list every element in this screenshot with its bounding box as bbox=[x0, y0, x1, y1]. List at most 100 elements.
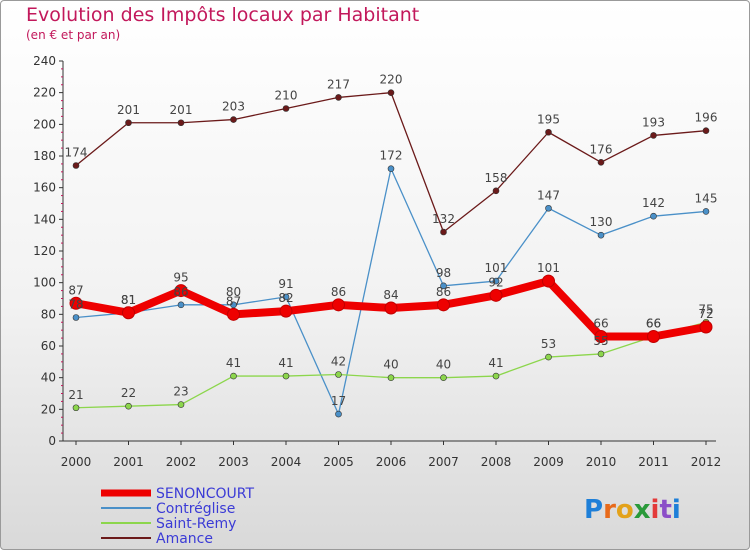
data-label-saint-remy: 42 bbox=[331, 355, 346, 369]
data-point-amance bbox=[492, 187, 500, 195]
data-point-amance bbox=[282, 105, 290, 112]
x-tick-label: 2007 bbox=[428, 455, 459, 469]
data-label-senoncourt: 86 bbox=[331, 285, 346, 299]
data-point-contreglise bbox=[440, 282, 447, 290]
data-point-contreglise bbox=[597, 231, 605, 239]
data-point-saint-remy bbox=[440, 374, 447, 381]
data-point-saint-remy bbox=[492, 372, 500, 380]
x-tick-label: 2010 bbox=[586, 455, 617, 469]
chart-title: Evolution des Impôts locaux par Habitant bbox=[26, 4, 420, 26]
data-label-saint-remy: 41 bbox=[488, 356, 503, 370]
data-point-contreglise bbox=[545, 204, 552, 212]
data-point-amance bbox=[177, 119, 185, 127]
data-label-senoncourt: 72 bbox=[698, 307, 713, 321]
data-point-amance bbox=[387, 89, 395, 96]
data-point-saint-remy bbox=[387, 374, 395, 381]
data-label-contreglise: 91 bbox=[278, 277, 293, 291]
x-tick-label: 2001 bbox=[113, 455, 144, 469]
data-label-saint-remy: 75 bbox=[698, 302, 713, 316]
y-tick-label: 20 bbox=[41, 402, 56, 416]
data-point-saint-remy bbox=[282, 372, 290, 380]
y-tick-label: 240 bbox=[33, 54, 56, 68]
data-label-senoncourt: 95 bbox=[173, 271, 188, 285]
legend-label-contreglise: Contréglise bbox=[156, 501, 235, 517]
legend-label-senoncourt: SENONCOURT bbox=[156, 486, 254, 502]
data-point-senoncourt bbox=[69, 296, 83, 310]
data-label-senoncourt: 81 bbox=[121, 293, 136, 307]
legend-label-saint-remy: Saint-Remy bbox=[156, 516, 236, 532]
x-tick-label: 2003 bbox=[218, 455, 249, 469]
x-tick-label: 2008 bbox=[481, 455, 512, 469]
x-tick-label: 2009 bbox=[533, 455, 564, 469]
data-label-contreglise: 86 bbox=[173, 285, 188, 299]
data-label-amance: 220 bbox=[380, 73, 403, 87]
data-label-contreglise: 101 bbox=[485, 261, 508, 275]
data-point-senoncourt bbox=[594, 330, 608, 343]
data-label-saint-remy: 23 bbox=[173, 385, 188, 399]
x-tick-label: 2011 bbox=[638, 455, 669, 469]
data-point-contreglise bbox=[335, 410, 342, 418]
data-label-contreglise: 81 bbox=[121, 293, 136, 307]
data-label-amance: 196 bbox=[695, 111, 718, 125]
data-label-amance: 132 bbox=[432, 212, 455, 226]
data-point-contreglise bbox=[282, 293, 290, 301]
data-point-saint-remy bbox=[597, 350, 605, 358]
data-label-senoncourt: 66 bbox=[593, 317, 608, 331]
data-point-contreglise bbox=[72, 314, 80, 321]
y-tick-label: 120 bbox=[33, 244, 56, 258]
data-label-amance: 158 bbox=[485, 171, 508, 185]
y-tick-label: 60 bbox=[41, 339, 56, 353]
data-label-contreglise: 142 bbox=[642, 196, 665, 210]
data-point-saint-remy bbox=[125, 402, 132, 410]
data-point-amance bbox=[125, 119, 132, 127]
data-label-contreglise: 147 bbox=[537, 188, 560, 202]
data-label-amance: 201 bbox=[170, 103, 193, 117]
data-point-senoncourt bbox=[122, 306, 135, 320]
data-label-senoncourt: 66 bbox=[646, 317, 661, 331]
data-label-contreglise: 130 bbox=[590, 215, 613, 229]
data-label-contreglise: 17 bbox=[331, 394, 346, 408]
data-point-senoncourt bbox=[332, 298, 345, 312]
data-point-amance bbox=[650, 132, 657, 139]
data-point-senoncourt bbox=[699, 320, 713, 334]
data-label-contreglise: 80 bbox=[226, 285, 241, 299]
data-point-contreglise bbox=[387, 165, 395, 172]
data-point-contreglise bbox=[650, 212, 657, 220]
data-point-amance bbox=[335, 94, 342, 101]
data-label-saint-remy: 53 bbox=[541, 337, 556, 351]
data-label-contreglise: 98 bbox=[436, 266, 451, 280]
x-tick-label: 2005 bbox=[323, 455, 354, 469]
data-label-senoncourt: 86 bbox=[436, 285, 451, 299]
data-point-saint-remy bbox=[177, 401, 185, 408]
proxiti-logo: Proxiti bbox=[584, 495, 681, 525]
data-point-amance bbox=[545, 128, 552, 136]
data-label-saint-remy: 55 bbox=[593, 334, 608, 348]
data-label-senoncourt: 87 bbox=[226, 294, 241, 308]
data-point-amance bbox=[230, 116, 237, 123]
data-point-senoncourt bbox=[489, 288, 503, 302]
chart-subtitle: (en € et par an) bbox=[26, 28, 121, 42]
data-point-saint-remy bbox=[230, 372, 237, 380]
data-label-senoncourt: 92 bbox=[488, 275, 503, 289]
data-label-saint-remy: 41 bbox=[226, 356, 241, 370]
data-label-amance: 176 bbox=[590, 142, 613, 156]
data-label-saint-remy: 21 bbox=[68, 388, 83, 402]
x-tick-label: 2000 bbox=[61, 455, 92, 469]
data-label-saint-remy: 22 bbox=[121, 386, 136, 400]
x-tick-label: 2012 bbox=[691, 455, 722, 469]
data-label-saint-remy: 41 bbox=[278, 356, 293, 370]
data-point-senoncourt bbox=[542, 274, 555, 288]
data-label-amance: 193 bbox=[642, 115, 665, 129]
data-point-amance bbox=[72, 162, 80, 169]
data-label-senoncourt: 87 bbox=[68, 283, 83, 297]
x-tick-label: 2002 bbox=[166, 455, 197, 469]
y-tick-label: 40 bbox=[41, 371, 56, 385]
x-tick-label: 2006 bbox=[376, 455, 407, 469]
data-label-saint-remy: 66 bbox=[646, 317, 661, 331]
data-label-senoncourt: 84 bbox=[383, 288, 398, 302]
data-label-amance: 201 bbox=[117, 103, 140, 117]
data-label-amance: 217 bbox=[327, 77, 350, 91]
legend-label-amance: Amance bbox=[156, 531, 213, 547]
